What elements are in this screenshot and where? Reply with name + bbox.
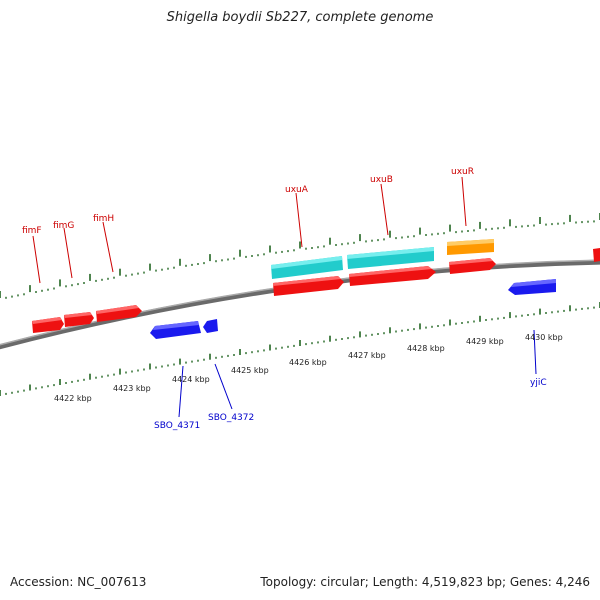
kbp-label-4426: 4426 kbp — [289, 358, 327, 367]
label-fimF: fimF — [22, 226, 42, 236]
map-title: Shigella boydii Sb227, complete genome — [166, 10, 434, 25]
feature-cyan-1[interactable] — [271, 256, 343, 279]
gene-uxuA[interactable] — [273, 276, 344, 296]
label-fimH: fimH — [93, 214, 114, 224]
label-SBO_4372: SBO_4372 — [208, 413, 254, 423]
label-uxuA: uxuA — [285, 185, 309, 195]
kbp-label-4430: 4430 kbp — [525, 333, 563, 342]
gene-fimF[interactable] — [32, 317, 64, 333]
feature-orange[interactable] — [447, 239, 494, 255]
kbp-label-4428: 4428 kbp — [407, 344, 445, 353]
label-uxuR: uxuR — [451, 167, 474, 177]
gene-uxuB[interactable] — [349, 266, 436, 286]
gene-fimH[interactable] — [96, 305, 142, 322]
label-SBO_4371: SBO_4371 — [154, 421, 200, 431]
reverse-leader-lines — [178, 329, 537, 418]
kbp-label-4423: 4423 kbp — [113, 384, 151, 393]
label-uxuB: uxuB — [370, 175, 393, 185]
gene-fimG[interactable] — [64, 312, 94, 327]
feature-cyan-2[interactable] — [347, 247, 434, 269]
label-yjiC: yjiC — [530, 378, 547, 388]
kbp-label-4422: 4422 kbp — [54, 394, 92, 403]
forward-gene-labels: fimF fimG fimH uxuA uxuB uxuR — [22, 167, 474, 236]
kbp-label-4427: 4427 kbp — [348, 351, 386, 360]
gene-SBO_4371[interactable] — [150, 321, 201, 339]
reverse-tick-ring — [0, 302, 600, 396]
kbp-label-4424: 4424 kbp — [172, 375, 210, 384]
kbp-labels: 4422 kbp 4423 kbp 4424 kbp 4425 kbp 4426… — [54, 333, 563, 403]
kbp-label-4425: 4425 kbp — [231, 366, 269, 375]
accession-text: Accession: NC_007613 — [10, 575, 147, 589]
gene-yjiC[interactable] — [508, 279, 556, 295]
gene-partial-right[interactable] — [593, 248, 600, 262]
forward-leader-lines — [32, 176, 467, 284]
gene-uxuR[interactable] — [449, 258, 496, 274]
feature-layer — [32, 239, 600, 339]
kbp-label-4429: 4429 kbp — [466, 337, 504, 346]
label-fimG: fimG — [53, 221, 74, 231]
forward-tick-ring — [0, 213, 600, 299]
gene-SBO_4372[interactable] — [203, 319, 218, 333]
reverse-gene-labels: SBO_4371 SBO_4372 yjiC — [154, 378, 547, 431]
summary-text: Topology: circular; Length: 4,519,823 bp… — [260, 575, 590, 589]
